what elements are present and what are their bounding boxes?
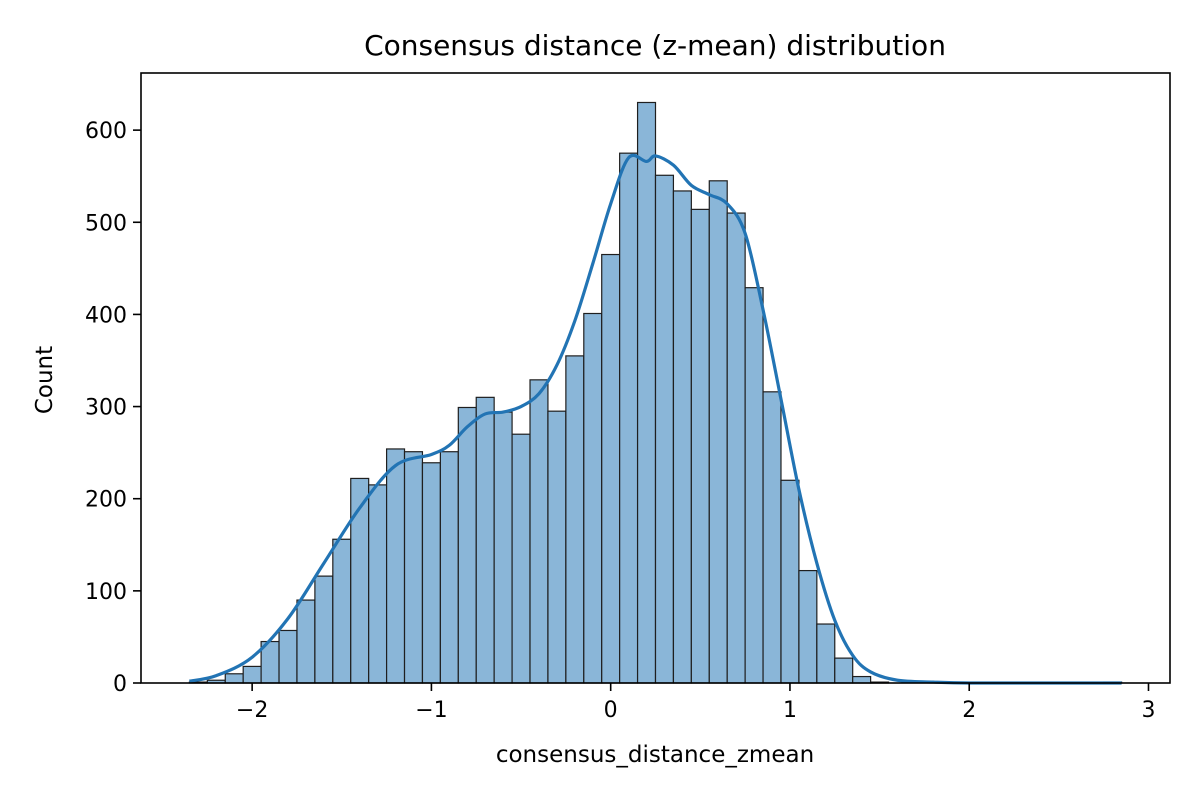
histogram-bar: [403, 451, 424, 684]
bars-group: [188, 101, 1123, 684]
histogram-bar: [547, 410, 567, 684]
histogram-bar: [834, 657, 854, 684]
histogram-bar: [619, 152, 639, 684]
histogram-bar: [726, 212, 746, 684]
y-tick-label: 100: [85, 580, 127, 605]
histogram-bar: [475, 396, 495, 684]
y-tick-label: 300: [85, 396, 127, 421]
y-axis: 0 100 200 300 400 500 600: [85, 119, 141, 697]
histogram-bar: [493, 411, 513, 684]
histogram-bar: [278, 629, 298, 684]
histogram-bar: [421, 462, 441, 684]
x-tick-label: 1: [783, 698, 797, 723]
x-axis: −2 −1 0 1 2 3: [236, 683, 1155, 723]
histogram-bar: [565, 355, 585, 684]
histogram-bar: [457, 406, 477, 684]
x-tick-label: −2: [236, 698, 268, 723]
histogram-bar: [296, 599, 316, 684]
x-tick-label: 3: [1141, 698, 1155, 723]
histogram-bar: [762, 391, 782, 684]
x-axis-label: consensus_distance_zmean: [496, 742, 814, 768]
histogram-bar: [690, 208, 710, 684]
y-tick-label: 0: [113, 672, 127, 697]
histogram-bar: [601, 253, 621, 684]
y-tick-label: 500: [85, 211, 127, 236]
histogram-bar: [314, 575, 334, 684]
histogram-bar: [332, 538, 352, 684]
chart-title: Consensus distance (z-mean) distribution: [364, 29, 946, 62]
histogram-bar: [385, 448, 406, 684]
histogram-bar: [780, 479, 800, 684]
histogram-bar: [852, 675, 872, 684]
y-axis-label: Count: [32, 346, 58, 414]
histogram-bar: [583, 312, 603, 684]
histogram-bar: [224, 673, 244, 684]
histogram-bar: [744, 287, 764, 684]
histogram-bar: [816, 623, 836, 684]
y-tick-label: 200: [85, 488, 127, 513]
histogram-bar: [368, 484, 388, 684]
kde-line: [189, 153, 1122, 685]
histogram-bar: [654, 174, 675, 684]
histogram-bar: [798, 569, 818, 684]
histogram-bar: [636, 101, 657, 684]
x-tick-label: 0: [604, 698, 618, 723]
histogram-bar: [439, 451, 459, 684]
histogram-bar: [708, 180, 728, 684]
histogram-bar: [672, 190, 692, 684]
histogram-bar: [529, 379, 549, 684]
y-tick-label: 400: [85, 303, 127, 328]
histogram-bar: [242, 665, 262, 684]
x-tick-label: 2: [962, 698, 976, 723]
histogram-bar: [511, 433, 531, 684]
plot-frame: [140, 72, 1171, 684]
y-tick-label: 600: [85, 119, 127, 144]
x-tick-label: −1: [415, 698, 447, 723]
